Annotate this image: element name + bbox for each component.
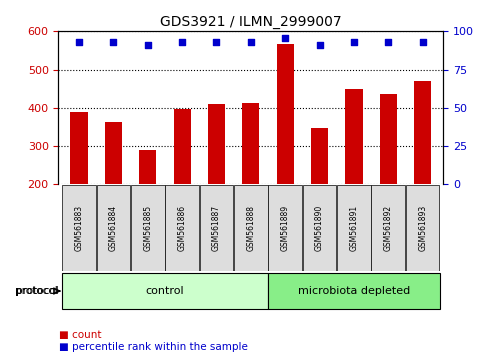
Point: [281, 35, 288, 40]
Point: [246, 39, 254, 45]
FancyBboxPatch shape: [62, 185, 96, 270]
FancyBboxPatch shape: [199, 185, 233, 270]
FancyBboxPatch shape: [405, 185, 439, 270]
Point: [75, 39, 83, 45]
FancyBboxPatch shape: [234, 185, 267, 270]
FancyBboxPatch shape: [268, 185, 302, 270]
Bar: [345, 89, 362, 261]
Text: GSM561889: GSM561889: [280, 205, 289, 251]
Text: GSM561886: GSM561886: [177, 205, 186, 251]
Text: GSM561884: GSM561884: [109, 205, 118, 251]
FancyBboxPatch shape: [267, 273, 439, 309]
Text: control: control: [145, 286, 184, 296]
FancyBboxPatch shape: [62, 273, 267, 309]
Bar: [139, 150, 156, 261]
Text: microbiota depleted: microbiota depleted: [297, 286, 409, 296]
Text: protocol: protocol: [15, 286, 58, 296]
Point: [384, 39, 391, 45]
Point: [315, 42, 323, 48]
Text: GSM561891: GSM561891: [349, 205, 358, 251]
Text: GSM561888: GSM561888: [246, 205, 255, 251]
Text: GSM561883: GSM561883: [74, 205, 83, 251]
Bar: [173, 109, 190, 261]
Point: [212, 39, 220, 45]
Bar: [413, 81, 430, 261]
Point: [143, 42, 151, 48]
Text: protocol: protocol: [16, 286, 58, 296]
Point: [349, 39, 357, 45]
Bar: [104, 122, 122, 261]
Bar: [379, 94, 396, 261]
Bar: [310, 128, 327, 261]
Text: GSM561887: GSM561887: [212, 205, 221, 251]
FancyBboxPatch shape: [336, 185, 370, 270]
Bar: [207, 104, 224, 261]
FancyBboxPatch shape: [131, 185, 164, 270]
Text: GSM561892: GSM561892: [383, 205, 392, 251]
FancyBboxPatch shape: [302, 185, 336, 270]
Bar: [70, 112, 87, 261]
Text: GSM561890: GSM561890: [314, 205, 324, 251]
FancyBboxPatch shape: [165, 185, 199, 270]
Point: [178, 39, 185, 45]
Text: GSM561893: GSM561893: [417, 205, 427, 251]
FancyBboxPatch shape: [96, 185, 130, 270]
FancyBboxPatch shape: [371, 185, 404, 270]
Point: [109, 39, 117, 45]
Text: GSM561885: GSM561885: [143, 205, 152, 251]
Title: GDS3921 / ILMN_2999007: GDS3921 / ILMN_2999007: [160, 15, 341, 29]
Text: ■ count: ■ count: [59, 330, 101, 340]
Text: ■ percentile rank within the sample: ■ percentile rank within the sample: [59, 342, 247, 353]
Point: [418, 39, 426, 45]
Bar: [276, 44, 293, 261]
Bar: [242, 103, 259, 261]
